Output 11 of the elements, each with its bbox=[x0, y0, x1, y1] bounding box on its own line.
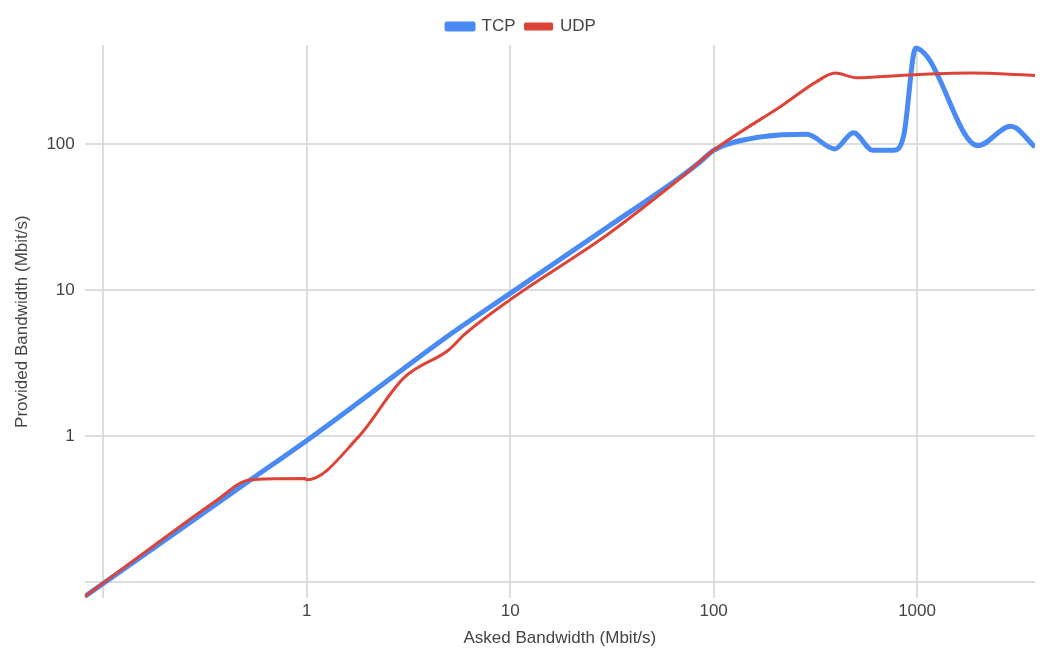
x-tick-label: 100 bbox=[699, 601, 728, 621]
y-tick-label: 100 bbox=[46, 134, 75, 153]
legend-label: UDP bbox=[560, 16, 596, 36]
x-tick-label: 1000 bbox=[898, 601, 936, 621]
y-axis-title: Provided Bandwidth (Mbit/s) bbox=[11, 215, 31, 428]
x-tick-label: 10 bbox=[500, 601, 520, 621]
x-tick-label: 1 bbox=[302, 601, 312, 621]
y-tick-label: 1 bbox=[65, 425, 75, 445]
legend-label: TCP bbox=[481, 16, 516, 36]
y-tick-label: 10 bbox=[55, 279, 75, 299]
x-axis-title: Asked Bandwidth (Mbit/s) bbox=[463, 628, 657, 648]
